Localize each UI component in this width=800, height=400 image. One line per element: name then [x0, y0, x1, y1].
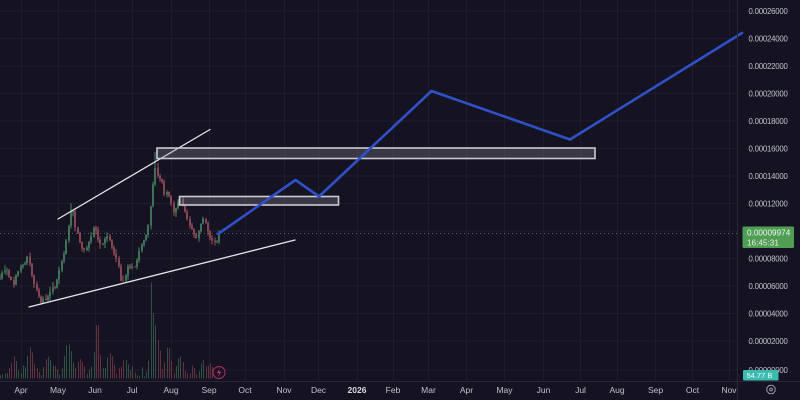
svg-text:Apr: Apr: [460, 385, 473, 395]
svg-text:2026: 2026: [348, 385, 367, 395]
svg-text:Oct: Oct: [686, 385, 700, 395]
svg-text:May: May: [50, 385, 67, 395]
svg-text:Sep: Sep: [201, 385, 216, 395]
svg-text:Mar: Mar: [421, 385, 436, 395]
svg-text:Jun: Jun: [88, 385, 102, 395]
svg-text:Feb: Feb: [386, 385, 401, 395]
svg-text:Jul: Jul: [575, 385, 586, 395]
svg-text:0.00020000: 0.00020000: [749, 89, 789, 98]
svg-text:Nov: Nov: [721, 385, 737, 395]
svg-text:Nov: Nov: [276, 385, 292, 395]
svg-text:0.00024000: 0.00024000: [749, 34, 789, 43]
svg-text:54.77 B: 54.77 B: [747, 371, 773, 380]
svg-text:0.00004000: 0.00004000: [749, 309, 789, 318]
svg-text:16:45:31: 16:45:31: [747, 239, 779, 248]
svg-text:Aug: Aug: [163, 385, 178, 395]
svg-text:0.00008000: 0.00008000: [749, 254, 789, 263]
svg-text:Sep: Sep: [648, 385, 663, 395]
svg-text:0.00006000: 0.00006000: [749, 282, 789, 291]
svg-text:Aug: Aug: [609, 385, 624, 395]
svg-text:0.00012000: 0.00012000: [749, 199, 789, 208]
svg-text:0.00018000: 0.00018000: [749, 117, 789, 126]
svg-text:0.00002000: 0.00002000: [749, 337, 789, 346]
svg-text:Jul: Jul: [127, 385, 138, 395]
svg-text:0.00014000: 0.00014000: [749, 172, 789, 181]
svg-text:0.00022000: 0.00022000: [749, 62, 789, 71]
svg-text:Dec: Dec: [311, 385, 327, 395]
svg-text:Jun: Jun: [537, 385, 551, 395]
svg-text:0.00016000: 0.00016000: [749, 144, 789, 153]
svg-text:Oct: Oct: [238, 385, 252, 395]
svg-text:0.00026000: 0.00026000: [749, 7, 789, 16]
svg-text:Apr: Apr: [14, 385, 27, 395]
svg-text:0.00009974: 0.00009974: [747, 229, 791, 238]
svg-text:May: May: [496, 385, 513, 395]
